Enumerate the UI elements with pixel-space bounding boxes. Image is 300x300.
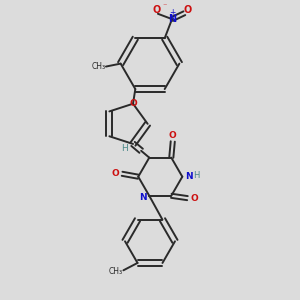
Text: O: O [183, 5, 191, 15]
Text: H: H [122, 144, 128, 153]
Text: O: O [112, 169, 119, 178]
Text: O: O [190, 194, 198, 203]
Text: CH₃: CH₃ [92, 62, 106, 71]
Text: N: N [168, 14, 176, 24]
Text: O: O [152, 5, 160, 15]
Text: ⁻: ⁻ [163, 2, 167, 11]
Text: N: N [139, 193, 147, 202]
Text: +: + [169, 8, 176, 17]
Text: O: O [169, 130, 177, 140]
Text: CH₃: CH₃ [108, 267, 122, 276]
Text: N: N [185, 172, 193, 181]
Text: O: O [129, 99, 137, 108]
Text: H: H [193, 171, 200, 180]
